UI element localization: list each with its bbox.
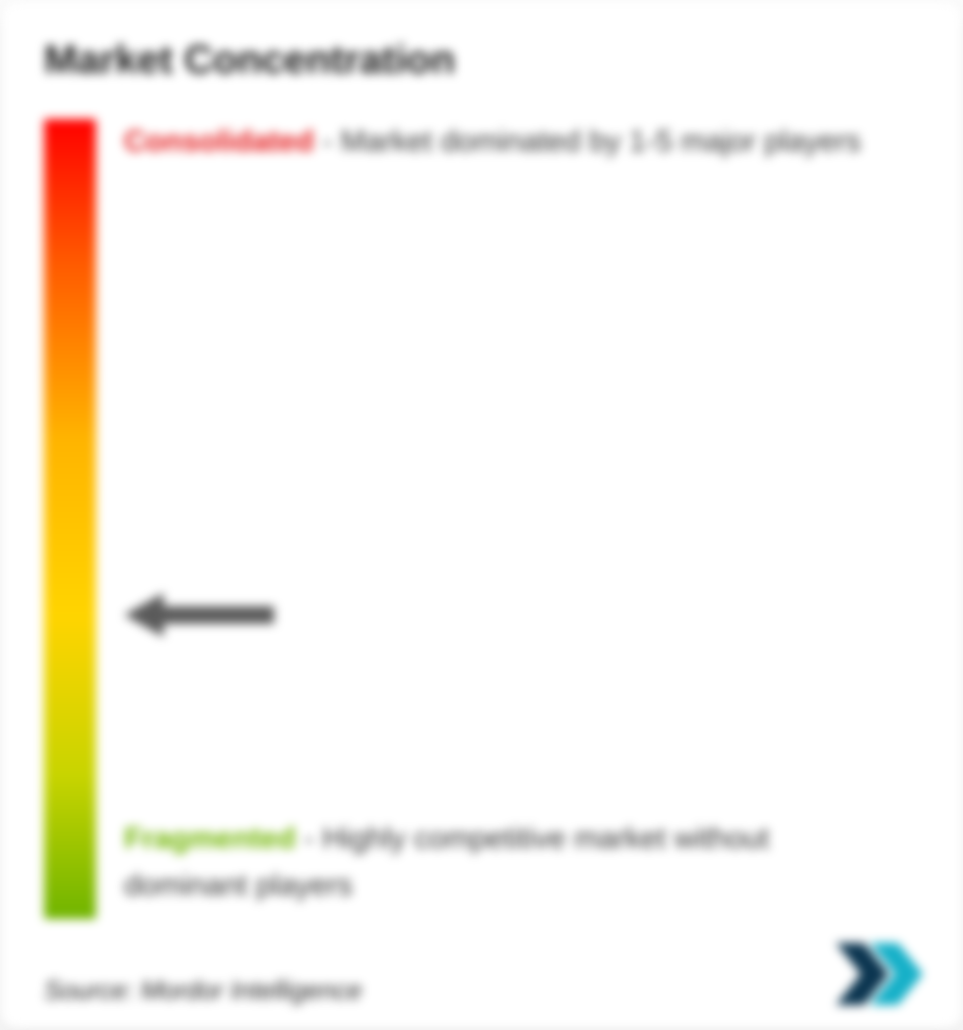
consolidated-description: - Market dominated by 1-5 major players bbox=[314, 125, 861, 158]
source-prefix: Source: bbox=[44, 975, 141, 1005]
fragmented-label: Fragmented - Highly competitive market w… bbox=[124, 816, 899, 909]
content-row: Consolidated - Market dominated by 1-5 m… bbox=[44, 119, 919, 919]
brand-logo bbox=[836, 943, 929, 1010]
infographic-card: Market Concentration Consolidated - Mark… bbox=[0, 0, 963, 1030]
source-footer: Source: Mordor Intelligence bbox=[44, 975, 362, 1006]
consolidated-highlight: Consolidated bbox=[124, 125, 314, 158]
position-indicator-arrow bbox=[124, 593, 274, 642]
concentration-gradient-bar bbox=[44, 119, 96, 919]
arrow-left-icon bbox=[124, 593, 274, 637]
chart-title: Market Concentration bbox=[44, 38, 919, 83]
logo-icon bbox=[836, 943, 929, 1005]
source-name: Mordor Intelligence bbox=[141, 975, 362, 1005]
fragmented-highlight: Fragmented bbox=[124, 822, 296, 855]
labels-column: Consolidated - Market dominated by 1-5 m… bbox=[124, 119, 919, 919]
consolidated-label: Consolidated - Market dominated by 1-5 m… bbox=[124, 119, 899, 166]
